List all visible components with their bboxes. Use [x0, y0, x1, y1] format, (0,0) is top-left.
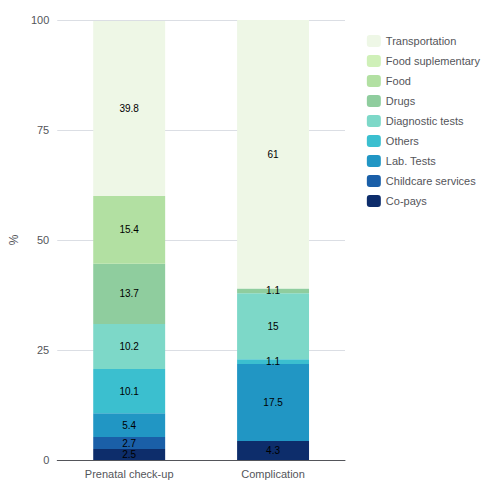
svg-text:5.4: 5.4 [122, 420, 136, 431]
svg-text:100: 100 [31, 14, 49, 26]
svg-text:Complication: Complication [241, 468, 305, 480]
svg-text:Food suplementary: Food suplementary [386, 55, 481, 67]
svg-text:4.3: 4.3 [266, 445, 280, 456]
svg-text:39.8: 39.8 [119, 103, 139, 114]
svg-text:Childcare services: Childcare services [386, 175, 476, 187]
svg-text:2.5: 2.5 [122, 449, 136, 460]
svg-text:75: 75 [37, 124, 49, 136]
svg-text:13.7: 13.7 [119, 288, 139, 299]
svg-text:0: 0 [43, 454, 49, 466]
svg-text:15: 15 [268, 321, 280, 332]
svg-text:Transportation: Transportation [386, 35, 457, 47]
svg-text:1.1: 1.1 [266, 285, 280, 296]
svg-text:50: 50 [37, 234, 49, 246]
svg-text:Food: Food [386, 75, 411, 87]
svg-text:10.2: 10.2 [119, 341, 139, 352]
svg-text:Drugs: Drugs [386, 95, 416, 107]
svg-text:2.7: 2.7 [122, 438, 136, 449]
svg-text:Lab. Tests: Lab. Tests [386, 155, 436, 167]
svg-text:61: 61 [268, 149, 280, 160]
svg-text:15.4: 15.4 [119, 224, 139, 235]
svg-text:10.1: 10.1 [119, 386, 139, 397]
svg-text:1.1: 1.1 [266, 356, 280, 367]
svg-text:25: 25 [37, 344, 49, 356]
svg-text:%: % [7, 234, 21, 245]
svg-text:Prenatal check-up: Prenatal check-up [85, 468, 174, 480]
svg-text:Diagnostic tests: Diagnostic tests [386, 115, 464, 127]
svg-text:Co-pays: Co-pays [386, 195, 427, 207]
svg-text:Others: Others [386, 135, 420, 147]
svg-text:17.5: 17.5 [263, 397, 283, 408]
